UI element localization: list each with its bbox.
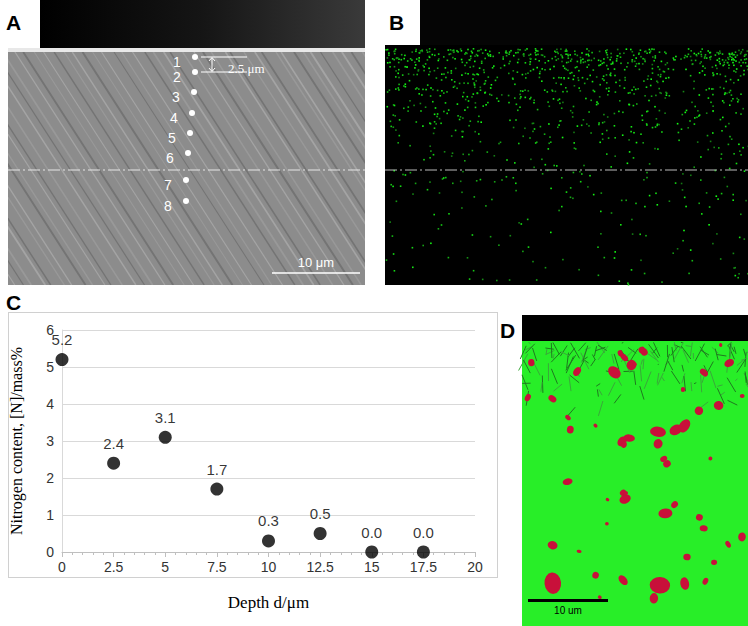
svg-text:10: 10 (261, 559, 277, 575)
html-text:C: C (6, 291, 22, 314)
svg-text:15: 15 (364, 559, 380, 575)
svg-text:7.5: 7.5 (207, 559, 227, 575)
svg-text:0.0: 0.0 (361, 524, 382, 541)
svg-text:5: 5 (168, 130, 176, 146)
svg-text:2.5: 2.5 (104, 559, 124, 575)
svg-text:10 um: 10 um (554, 605, 582, 616)
svg-text:20: 20 (467, 559, 483, 575)
svg-text:Nitrogen content, [N]/mass%: Nitrogen content, [N]/mass% (8, 347, 26, 535)
svg-text:2.4: 2.4 (103, 435, 124, 452)
svg-text:0.0: 0.0 (413, 524, 434, 541)
svg-text:1.7: 1.7 (206, 461, 227, 478)
svg-text:Depth d/μm: Depth d/μm (228, 593, 309, 612)
svg-text:0.5: 0.5 (310, 505, 331, 522)
svg-text:7: 7 (164, 177, 172, 193)
html-text:B: B (389, 11, 405, 34)
svg-text:0: 0 (46, 544, 54, 560)
svg-text:5: 5 (46, 359, 54, 375)
svg-text:10 μm: 10 μm (298, 255, 334, 270)
html-text:A: A (6, 11, 22, 34)
svg-text:1: 1 (46, 507, 54, 523)
svg-text:17.5: 17.5 (410, 559, 437, 575)
svg-text:0.3: 0.3 (258, 512, 279, 529)
svg-text:12.5: 12.5 (307, 559, 334, 575)
svg-text:2: 2 (46, 470, 54, 486)
svg-text:0: 0 (58, 559, 66, 575)
svg-text:4: 4 (170, 110, 178, 126)
svg-text:4: 4 (46, 396, 54, 412)
svg-text:3: 3 (172, 89, 180, 105)
svg-text:8: 8 (164, 198, 172, 214)
svg-text:6: 6 (46, 322, 54, 338)
svg-text:3.1: 3.1 (155, 409, 176, 426)
svg-text:5: 5 (161, 559, 169, 575)
svg-text:1: 1 (173, 54, 181, 70)
svg-text:3: 3 (46, 433, 54, 449)
html-text:D: D (500, 319, 516, 342)
svg-text:6: 6 (166, 150, 174, 166)
svg-text:2: 2 (173, 69, 181, 85)
svg-text:2.5 μm: 2.5 μm (228, 61, 265, 76)
svg-text:5.2: 5.2 (52, 331, 73, 348)
